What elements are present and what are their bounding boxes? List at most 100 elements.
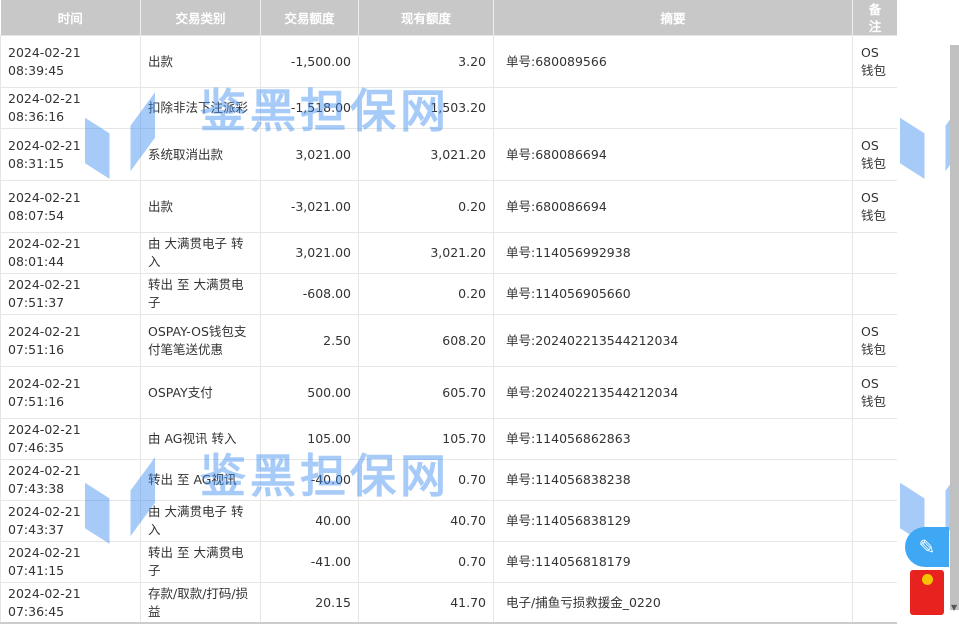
table-row: 2024-02-21 07:51:37 转出 至 大满贯电子 -608.00 0.20… xyxy=(0,273,897,315)
table-row: 2024-02-21 07:43:37 由 大满贯电子 转入 40.00 40.70 单… xyxy=(0,500,897,542)
cell-balance: 41.70 xyxy=(358,582,494,622)
cell-balance: 105.70 xyxy=(358,418,494,460)
cell-amount: -40.00 xyxy=(260,459,359,501)
cell-summary: 单号:680086694 xyxy=(493,128,853,181)
table-row: 2024-02-21 07:43:38 转出 至 AG视讯 -40.00 0.70 单号… xyxy=(0,459,897,501)
cell-note: OS钱包 xyxy=(852,180,897,233)
cell-note: OS钱包 xyxy=(852,35,897,88)
cell-balance: 0.20 xyxy=(358,273,494,315)
cell-type: OSPAY支付 xyxy=(140,366,261,419)
cell-amount: 500.00 xyxy=(260,366,359,419)
cell-time: 2024-02-21 07:51:37 xyxy=(0,273,141,315)
cell-amount: -608.00 xyxy=(260,273,359,315)
cell-summary: 单号:114056905660 xyxy=(493,273,853,315)
cell-type: 存款/取款/打码/损益 xyxy=(140,582,261,622)
cell-time: 2024-02-21 08:39:45 xyxy=(0,35,141,88)
cell-note: OS钱包 xyxy=(852,128,897,181)
cell-amount: 2.00 xyxy=(261,624,359,625)
cell-type: 出款 xyxy=(140,180,261,233)
cell-amount: 20.15 xyxy=(260,582,359,622)
cell-type: 由 大满贯电子 转入 xyxy=(140,500,261,542)
cell-balance: 40.70 xyxy=(358,500,494,542)
cell-note xyxy=(852,87,897,129)
cell-amount: 3,021.00 xyxy=(260,232,359,274)
cell-note xyxy=(852,232,897,274)
table-row: 2024-02-21 08:07:54 出款 -3,021.00 0.20 单号:680… xyxy=(0,180,897,233)
cell-note xyxy=(852,418,897,460)
cell-time: 2024-02-21 07:51:16 xyxy=(0,366,141,419)
cell-type: 转出 至 AG视讯 xyxy=(140,459,261,501)
cell-note: OS钱包 xyxy=(852,366,897,419)
cell-note xyxy=(852,500,897,542)
cell-type: 转出 至 大满贯电子 xyxy=(140,273,261,315)
table-row: 2024-02-21 07:51:16 OSPAY-OS钱包支付笔笔送优惠 2.50… xyxy=(0,314,897,367)
cell-summary: 单号:114056838238 xyxy=(493,459,853,501)
cell-time: 2024-02-21 08:01:44 xyxy=(0,232,141,274)
feedback-edit-button[interactable]: ✎ xyxy=(905,527,949,567)
cell-time: 2024-02-21 07:36:45 xyxy=(1,624,141,625)
cell-time: 2024-02-21 07:43:38 xyxy=(0,459,141,501)
cell-time: 2024-02-21 08:31:15 xyxy=(0,128,141,181)
table-row: 2024-02-21 07:46:35 由 AG视讯 转入 105.00 105.70… xyxy=(0,418,897,460)
cell-note xyxy=(853,624,898,625)
cell-type: 扣除非法下注派彩 xyxy=(140,87,261,129)
cell-summary: 单号:114056862863 xyxy=(493,418,853,460)
cell-balance: 3,021.20 xyxy=(358,128,494,181)
cell-amount: -41.00 xyxy=(260,541,359,583)
cell-balance: 0.70 xyxy=(358,459,494,501)
cell-summary xyxy=(493,87,853,129)
col-note: 备注 xyxy=(852,0,897,36)
table-row: 2024-02-21 07:41:15 转出 至 大满贯电子 -41.00 0.70 单… xyxy=(0,541,897,583)
cell-amount: -1,500.00 xyxy=(260,35,359,88)
transaction-table: 时间 交易类别 交易额度 现有额度 摘要 备注 2024-02-21 08:39… xyxy=(0,0,898,625)
cell-summary: 电子/捕鱼亏损救援金_0220 xyxy=(493,582,853,622)
cell-time: 2024-02-21 08:07:54 xyxy=(0,180,141,233)
cell-type: 周期佳绩_周月季 xyxy=(141,624,261,625)
cell-time: 2024-02-21 08:36:16 xyxy=(0,87,141,129)
cell-summary: VIP财富管家全新升级 晋级礼金+周收益+月收益_晋级礼金 xyxy=(494,624,853,625)
cell-summary: 单号:114056992938 xyxy=(493,232,853,274)
red-envelope-button[interactable] xyxy=(910,570,944,615)
cell-time: 2024-02-21 07:36:45 xyxy=(0,582,141,622)
cell-balance: 21.55 xyxy=(359,624,494,625)
col-amount: 交易额度 xyxy=(260,0,359,36)
table-row: 2024-02-21 07:36:45 存款/取款/打码/损益 20.15 41.70… xyxy=(0,582,897,622)
edit-icon: ✎ xyxy=(918,535,936,559)
cell-summary: 单号:202402213544212034 xyxy=(493,314,853,367)
table-row: 2024-02-21 08:01:44 由 大满贯电子 转入 3,021.00 3,0… xyxy=(0,232,897,274)
cell-balance: 608.20 xyxy=(358,314,494,367)
col-balance: 现有额度 xyxy=(358,0,494,36)
cell-time: 2024-02-21 07:46:35 xyxy=(0,418,141,460)
cell-note xyxy=(852,273,897,315)
cell-amount: -3,021.00 xyxy=(260,180,359,233)
col-type: 交易类别 xyxy=(140,0,261,36)
cell-amount: 3,021.00 xyxy=(260,128,359,181)
table-row: 2024-02-21 07:51:16 OSPAY支付 500.00 605.70 单号… xyxy=(0,366,897,419)
table-row: 2024-02-21 08:31:15 系统取消出款 3,021.00 3,021.2… xyxy=(0,128,897,181)
scrollbar-thumb[interactable] xyxy=(950,45,959,610)
cell-summary: 单号:680086694 xyxy=(493,180,853,233)
cell-time: 2024-02-21 07:51:16 xyxy=(0,314,141,367)
cell-balance: 0.70 xyxy=(358,541,494,583)
cell-balance: 0.20 xyxy=(358,180,494,233)
cell-note xyxy=(852,582,897,622)
scroll-down-arrow-icon[interactable]: ▼ xyxy=(951,603,958,612)
col-summary: 摘要 xyxy=(493,0,853,36)
table-row: 2024-02-21 08:36:16 扣除非法下注派彩 -1,518.00 1,50… xyxy=(0,87,897,129)
cell-time: 2024-02-21 07:43:37 xyxy=(0,500,141,542)
cell-balance: 3,021.20 xyxy=(358,232,494,274)
cell-note xyxy=(852,541,897,583)
table-header: 时间 交易类别 交易额度 现有额度 摘要 备注 xyxy=(0,0,897,36)
cell-type: 系统取消出款 xyxy=(140,128,261,181)
cell-type: OSPAY-OS钱包支付笔笔送优惠 xyxy=(140,314,261,367)
coin-icon xyxy=(922,574,933,585)
cell-amount: 105.00 xyxy=(260,418,359,460)
cell-summary: 单号:114056838129 xyxy=(493,500,853,542)
cell-type: 由 大满贯电子 转入 xyxy=(140,232,261,274)
cell-type: 转出 至 大满贯电子 xyxy=(140,541,261,583)
cell-amount: 2.50 xyxy=(260,314,359,367)
table-row: 2024-02-21 07:36:45周期佳绩_周月季2.0021.55VIP财… xyxy=(1,624,898,625)
transaction-table-container: 时间 交易类别 交易额度 现有额度 摘要 备注 2024-02-21 08:39… xyxy=(0,0,897,624)
cell-balance: 605.70 xyxy=(358,366,494,419)
cell-note: OS钱包 xyxy=(852,314,897,367)
